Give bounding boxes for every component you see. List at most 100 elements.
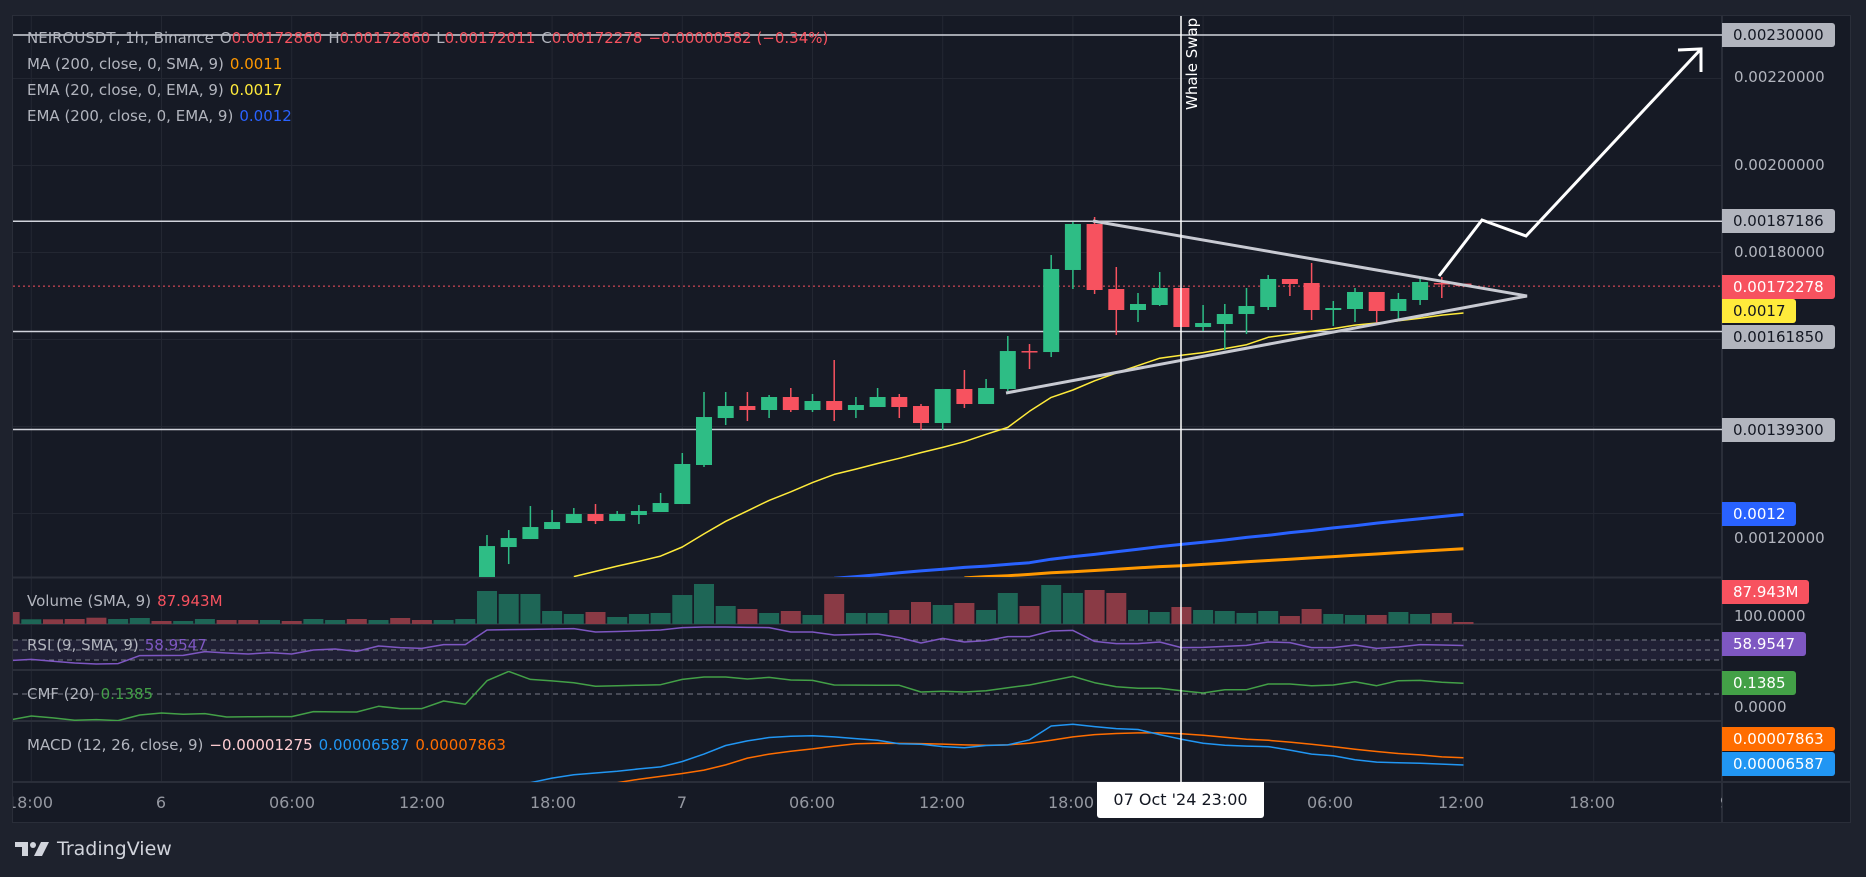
candle-body xyxy=(826,401,843,411)
ema20-legend[interactable]: EMA (20, close, 0, EMA, 9) 0.0017 xyxy=(27,80,288,100)
candle-body xyxy=(1281,278,1298,284)
candle xyxy=(717,392,734,426)
volume-bar xyxy=(867,613,888,624)
volume-bar xyxy=(542,611,563,624)
volume-bar xyxy=(911,602,931,624)
candle-body xyxy=(565,514,582,524)
ema20-label: EMA (20, close, 0, EMA, 9) xyxy=(27,81,224,99)
candle-body xyxy=(479,546,495,577)
ema200-badge: 0.0012 xyxy=(1722,502,1796,526)
rsi-legend[interactable]: RSI (9, SMA, 9) 58.9547 xyxy=(27,635,213,655)
macd-pane xyxy=(530,723,1464,782)
ma200-label: MA (200, close, 0, SMA, 9) xyxy=(27,55,224,73)
candle-body xyxy=(804,401,821,411)
level-badge-top[interactable]: 0.00230000 xyxy=(1722,23,1835,47)
volume-bar xyxy=(1019,606,1040,624)
volume-bar xyxy=(737,609,758,624)
rsi-bands xyxy=(13,639,1722,661)
candle-body xyxy=(847,405,864,411)
candle-body xyxy=(500,538,517,548)
macd-line xyxy=(530,723,1464,782)
candle-body xyxy=(1195,323,1212,328)
cmf-line xyxy=(13,671,1464,721)
last-price-badge: 0.00172278 xyxy=(1722,275,1835,299)
candle-body xyxy=(717,406,734,419)
open-label: O xyxy=(219,29,232,47)
volume-bar xyxy=(1410,614,1431,624)
volume-bar xyxy=(1084,590,1105,624)
candle-body xyxy=(1238,306,1255,315)
candle xyxy=(934,389,951,430)
candle xyxy=(1130,292,1146,323)
symbol-title[interactable]: NEIROUSDT, 1h, Binance xyxy=(27,29,214,47)
candle xyxy=(674,452,691,505)
ma200-legend[interactable]: MA (200, close, 0, SMA, 9) 0.0011 xyxy=(27,54,288,74)
volume-legend[interactable]: Volume (SMA, 9) 87.943M xyxy=(27,591,229,611)
candle xyxy=(587,504,604,525)
candle-body xyxy=(1021,351,1038,353)
candle xyxy=(739,392,756,422)
rsi-label: RSI (9, SMA, 9) xyxy=(27,636,139,654)
volume-bar xyxy=(1258,611,1279,624)
triangle-pattern[interactable] xyxy=(1005,219,1528,395)
symbol-legend: NEIROUSDT, 1h, Binance O0.00172860 H0.0017… xyxy=(27,28,834,48)
chart-panel[interactable] xyxy=(12,15,1851,823)
pane-separators xyxy=(13,16,1851,822)
candle xyxy=(609,511,626,522)
volume-bar xyxy=(108,619,129,624)
volume-bar xyxy=(43,619,63,624)
candle-body xyxy=(1151,287,1168,306)
volume-bar xyxy=(303,619,324,624)
volume-bar xyxy=(845,613,866,624)
projection-arrow[interactable] xyxy=(1437,47,1703,277)
level-badge-low[interactable]: 0.00139300 xyxy=(1722,418,1835,442)
candle-body xyxy=(1347,291,1363,310)
level-badge-resistance[interactable]: 0.00187186 xyxy=(1722,209,1835,233)
volume-bar xyxy=(238,620,259,624)
volume-bar xyxy=(802,615,823,624)
candle-body xyxy=(587,514,604,522)
drawings[interactable] xyxy=(1005,16,1703,782)
macd-signal-line xyxy=(617,732,1464,782)
candle-body xyxy=(1064,224,1081,270)
volume-bar xyxy=(694,584,714,624)
candle-body xyxy=(1325,308,1342,311)
volume-bar xyxy=(954,603,975,624)
candle xyxy=(1086,217,1103,294)
volume-bar xyxy=(194,619,215,624)
volume-bar xyxy=(1149,612,1170,624)
candle xyxy=(1368,291,1385,325)
price-tick: 0.00120000 xyxy=(1734,529,1825,547)
volume-bar xyxy=(86,617,107,624)
candle-body xyxy=(1390,299,1407,312)
volume-bar xyxy=(607,617,628,624)
tradingview-wordmark: TradingView xyxy=(57,838,172,860)
candle xyxy=(1238,287,1255,335)
candle-body xyxy=(934,389,951,424)
candle xyxy=(1021,344,1038,369)
price-tick: 0.00180000 xyxy=(1734,243,1825,261)
candle-body xyxy=(544,522,561,530)
candle xyxy=(500,530,517,565)
ma200-value: 0.0011 xyxy=(229,55,283,73)
volume-bar xyxy=(129,618,150,624)
tradingview-logo[interactable]: TradingView xyxy=(15,838,172,860)
candle-body xyxy=(869,397,886,408)
volume-bar xyxy=(64,619,85,624)
ema200-value: 0.0012 xyxy=(239,107,292,125)
volume-bar xyxy=(411,620,432,624)
ema200-legend[interactable]: EMA (200, close, 0, EMA, 9) 0.0012 xyxy=(27,106,298,126)
volume-bar xyxy=(1431,613,1452,624)
candle xyxy=(565,508,582,524)
candle-body xyxy=(696,417,712,465)
volume-bar xyxy=(997,593,1018,624)
level-badge-support[interactable]: 0.00161850 xyxy=(1722,325,1835,349)
candle-body xyxy=(761,397,778,411)
macd-line-badge: 0.00006587 xyxy=(1722,752,1835,776)
cmf-legend[interactable]: CMF (20) 0.1385 xyxy=(27,684,159,704)
volume-bar xyxy=(346,619,367,624)
candle-body xyxy=(782,397,799,411)
macd-legend[interactable]: MACD (12, 26, close, 9) −0.00001275 0.0000… xyxy=(27,735,512,755)
ema20-value: 0.0017 xyxy=(229,81,283,99)
